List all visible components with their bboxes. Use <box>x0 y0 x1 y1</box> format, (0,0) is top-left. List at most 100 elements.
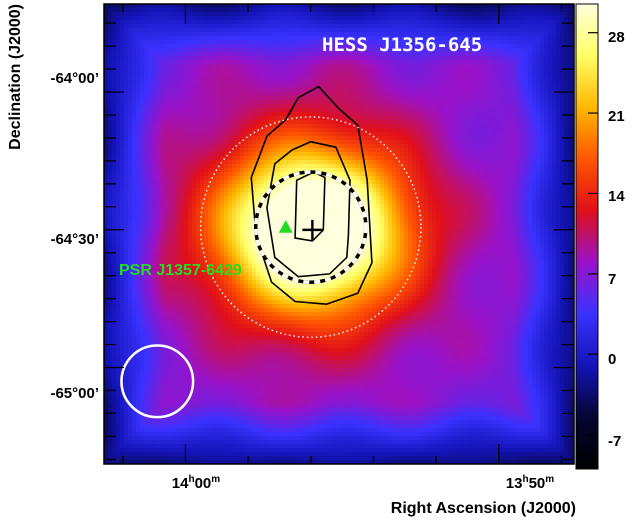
map-pixel <box>172 168 177 173</box>
map-pixel <box>496 152 501 157</box>
map-pixel <box>436 120 441 125</box>
map-pixel <box>280 64 285 69</box>
map-pixel <box>516 40 521 45</box>
map-pixel <box>176 12 181 17</box>
map-pixel <box>564 140 569 145</box>
map-pixel <box>172 108 177 113</box>
map-pixel <box>228 152 233 157</box>
map-pixel <box>368 160 373 165</box>
map-pixel <box>420 28 425 33</box>
map-pixel <box>236 36 241 41</box>
map-pixel <box>536 40 541 45</box>
map-pixel <box>452 40 457 45</box>
map-pixel <box>116 132 121 137</box>
map-pixel <box>184 36 189 41</box>
map-pixel <box>252 88 257 93</box>
map-pixel <box>376 92 381 97</box>
map-pixel <box>464 16 469 21</box>
map-pixel <box>568 72 573 77</box>
map-pixel <box>208 36 213 41</box>
map-pixel <box>484 44 489 49</box>
map-pixel <box>544 100 549 105</box>
map-pixel <box>112 12 117 17</box>
map-pixel <box>360 60 365 65</box>
map-pixel <box>164 20 169 25</box>
map-pixel <box>416 108 421 113</box>
map-pixel <box>496 44 501 49</box>
map-pixel <box>240 120 245 125</box>
map-pixel <box>448 100 453 105</box>
map-pixel <box>432 88 437 93</box>
map-pixel <box>356 112 361 117</box>
map-pixel <box>176 164 181 169</box>
map-pixel <box>156 136 161 141</box>
map-pixel <box>196 148 201 153</box>
map-pixel <box>108 156 113 161</box>
map-pixel <box>200 128 205 133</box>
map-pixel <box>292 52 297 57</box>
map-pixel <box>336 88 341 93</box>
map-pixel <box>384 16 389 21</box>
map-pixel <box>520 144 525 149</box>
map-pixel <box>188 144 193 149</box>
map-pixel <box>148 108 153 113</box>
map-pixel <box>412 36 417 41</box>
map-pixel <box>364 52 369 57</box>
map-pixel <box>296 136 301 141</box>
map-pixel <box>252 156 257 161</box>
map-pixel <box>176 20 181 25</box>
map-pixel <box>164 52 169 57</box>
map-pixel <box>556 52 561 57</box>
map-pixel <box>544 40 549 45</box>
map-pixel <box>216 28 221 33</box>
map-pixel <box>160 104 165 109</box>
map-pixel <box>416 20 421 25</box>
map-pixel <box>240 40 245 45</box>
map-pixel <box>480 44 485 49</box>
map-pixel <box>212 168 217 173</box>
map-pixel <box>116 4 121 9</box>
map-pixel <box>180 148 185 153</box>
map-pixel <box>124 96 129 101</box>
map-pixel <box>452 168 457 173</box>
map-pixel <box>384 88 389 93</box>
map-pixel <box>560 20 565 25</box>
map-pixel <box>272 96 277 101</box>
map-pixel <box>456 20 461 25</box>
map-pixel <box>496 52 501 57</box>
map-pixel <box>180 88 185 93</box>
map-pixel <box>280 128 285 133</box>
map-pixel <box>312 120 317 125</box>
map-pixel <box>332 140 337 145</box>
map-pixel <box>304 32 309 37</box>
map-pixel <box>156 132 161 137</box>
map-pixel <box>376 44 381 49</box>
map-pixel <box>364 120 369 125</box>
map-pixel <box>460 164 465 169</box>
map-pixel <box>468 112 473 117</box>
map-pixel <box>516 124 521 129</box>
map-pixel <box>184 136 189 141</box>
map-pixel <box>292 76 297 81</box>
map-pixel <box>240 112 245 117</box>
map-pixel <box>256 56 261 61</box>
map-pixel <box>452 92 457 97</box>
map-pixel <box>376 84 381 89</box>
map-pixel <box>520 92 525 97</box>
map-pixel <box>220 108 225 113</box>
map-pixel <box>224 92 229 97</box>
map-pixel <box>152 32 157 37</box>
map-pixel <box>488 92 493 97</box>
map-pixel <box>360 4 365 9</box>
map-pixel <box>416 64 421 69</box>
map-pixel <box>260 120 265 125</box>
map-pixel <box>348 60 353 65</box>
map-pixel <box>120 132 125 137</box>
map-pixel <box>520 100 525 105</box>
map-pixel <box>444 88 449 93</box>
map-pixel <box>324 68 329 73</box>
map-pixel <box>552 24 557 29</box>
map-pixel <box>376 128 381 133</box>
map-pixel <box>160 4 165 9</box>
map-pixel <box>136 40 141 45</box>
